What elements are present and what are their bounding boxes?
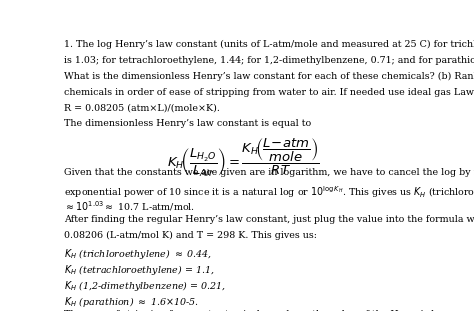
Text: $K_H$ (trichloroethylene) $\approx$ 0.44,: $K_H$ (trichloroethylene) $\approx$ 0.44…: [64, 247, 212, 261]
Text: 1. The log Henry’s law constant (units of L-atm/mole and measured at 25 C) for t: 1. The log Henry’s law constant (units o…: [64, 40, 474, 49]
Text: $\approx 10^{1.03} \approx$ 10.7 L-atm/mol.: $\approx 10^{1.03} \approx$ 10.7 L-atm/m…: [64, 200, 194, 213]
Text: $K_H$ (tetrachloroethylene) = 1.1,: $K_H$ (tetrachloroethylene) = 1.1,: [64, 263, 214, 277]
Text: The dimensionless Henry’s law constant is equal to: The dimensionless Henry’s law constant i…: [64, 119, 311, 128]
Text: 0.08206 (L-atm/mol K) and T = 298 K. This gives us:: 0.08206 (L-atm/mol K) and T = 298 K. Thi…: [64, 231, 317, 240]
Text: Given that the constants we are given are in logarithm, we have to cancel the lo: Given that the constants we are given ar…: [64, 168, 474, 177]
Text: $K_H$ (1,2-dimethylbenzene) = 0.21,: $K_H$ (1,2-dimethylbenzene) = 0.21,: [64, 279, 226, 293]
Text: $K_H$ (parathion) $\approx$ 1.6$\times$10-5.: $K_H$ (parathion) $\approx$ 1.6$\times$1…: [64, 295, 199, 309]
Text: chemicals in order of ease of stripping from water to air. If needed use ideal g: chemicals in order of ease of stripping …: [64, 88, 474, 97]
Text: is 1.03; for tetrachloroethylene, 1.44; for 1,2-dimethylbenzene, 0.71; and for p: is 1.03; for tetrachloroethylene, 1.44; …: [64, 56, 474, 65]
Text: R = 0.08205 (atm×L)/(mole×K).: R = 0.08205 (atm×L)/(mole×K).: [64, 104, 219, 112]
Text: exponential power of 10 since it is a natural log or $10^{\log K_H}$. This gives: exponential power of 10 since it is a na…: [64, 184, 474, 200]
Text: After finding the regular Henry’s law constant, just plug the value into the for: After finding the regular Henry’s law co…: [64, 216, 474, 225]
Text: What is the dimensionless Henry’s law constant for each of these chemicals? (b) : What is the dimensionless Henry’s law co…: [64, 72, 474, 81]
Text: $K_H\!\left(\dfrac{L_{H_2O}}{L_{Air}}\right) = \dfrac{K_H\!\left(\dfrac{L\!-\!at: $K_H\!\left(\dfrac{L_{H_2O}}{L_{Air}}\ri…: [167, 137, 319, 179]
Text: The ease of stripping from water to air depends on the value of the Henry’s law : The ease of stripping from water to air …: [64, 310, 474, 311]
